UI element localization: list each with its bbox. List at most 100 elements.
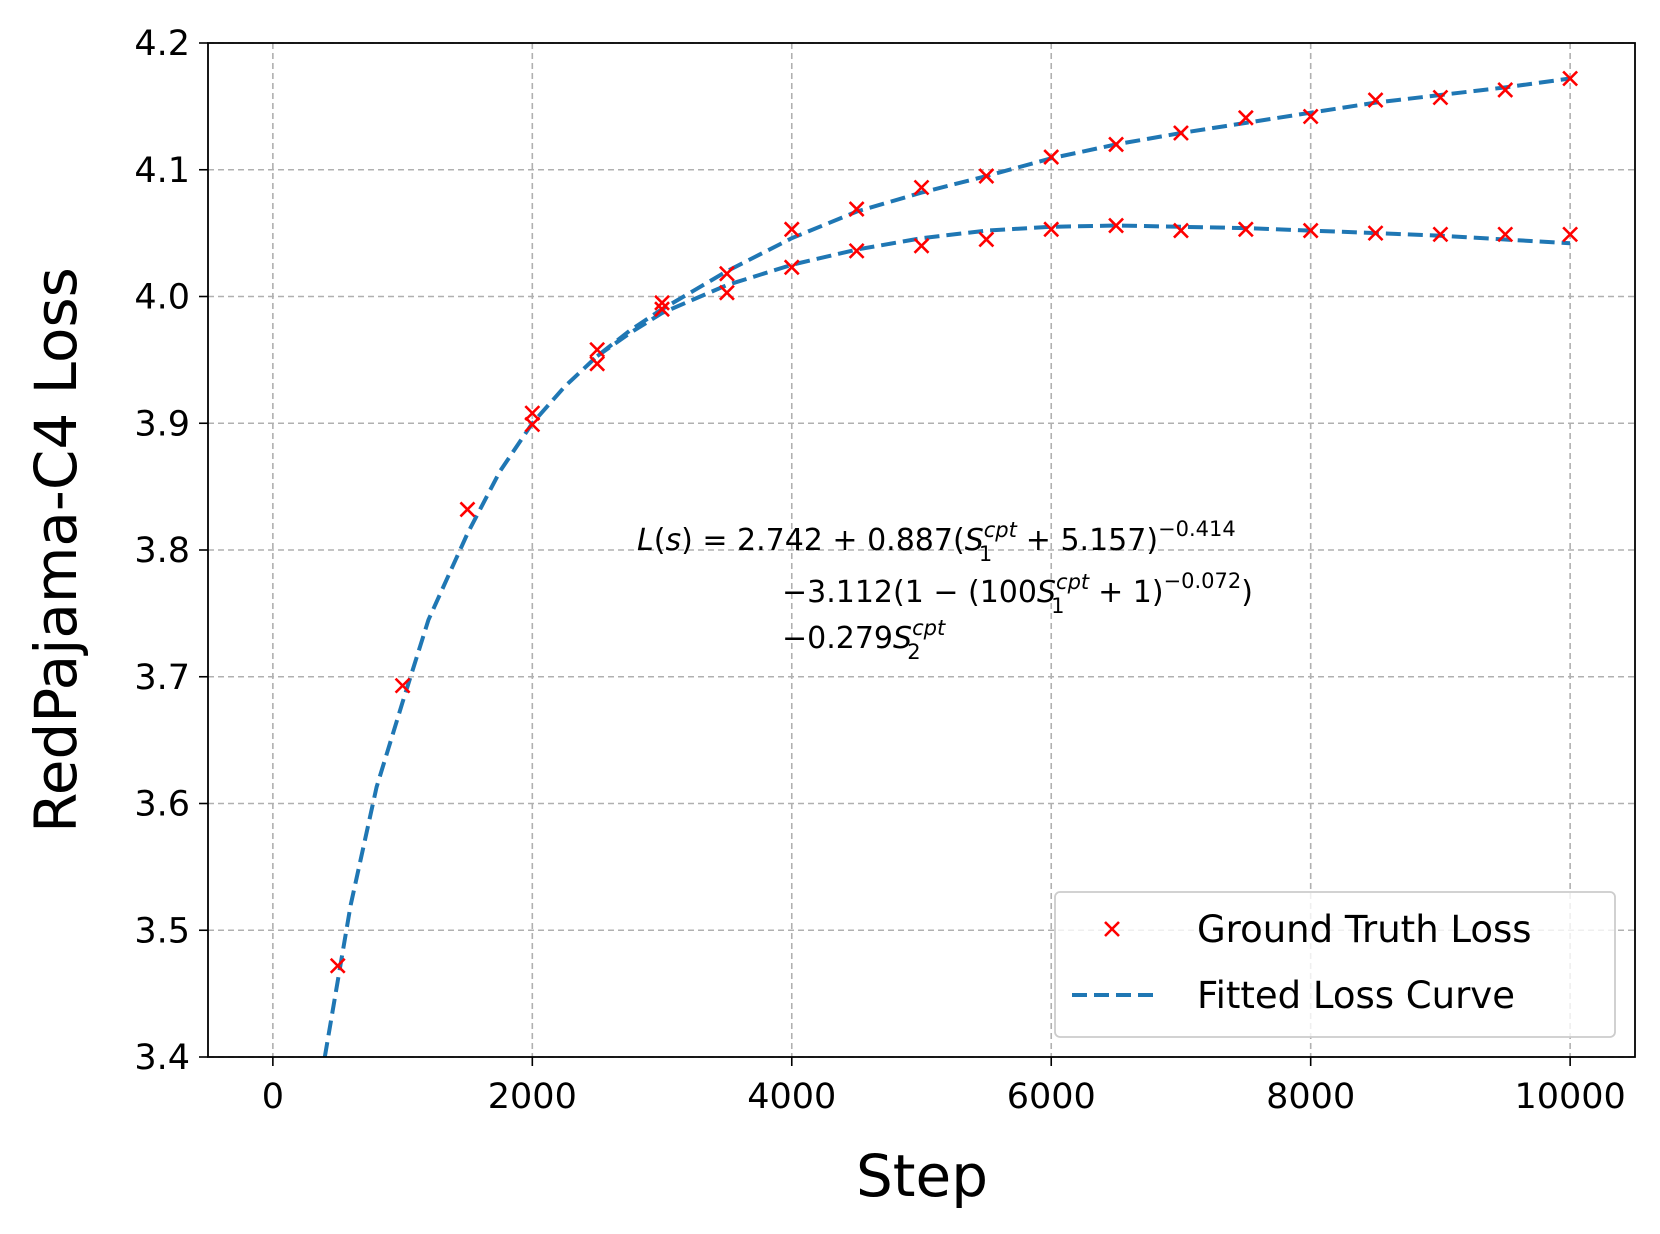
y-tick-label: 3.5 (134, 911, 190, 951)
marker-stroke (1432, 226, 1449, 243)
y-tick-label: 4.2 (134, 24, 190, 64)
ground-truth-marker (1497, 81, 1514, 98)
legend: Ground Truth Loss Fitted Loss Curve (1054, 891, 1616, 1038)
ground-truth-marker (524, 416, 541, 433)
y-axis-title: RedPajama-C4 Loss (22, 267, 90, 833)
ground-truth-marker (1432, 226, 1449, 243)
ground-truth-marker (1562, 226, 1579, 243)
marker-stroke (654, 294, 670, 311)
ground-truth-marker (329, 957, 346, 974)
marker-stroke (783, 259, 800, 276)
ground-truth-marker (1432, 89, 1449, 106)
marker-stroke (783, 221, 800, 238)
formula-line-2: −3.112(1 − (100Scpt 1 + 1)−0.072) (782, 569, 1253, 618)
legend-box (1054, 891, 1616, 1038)
legend-marker-x (1104, 921, 1120, 937)
ground-truth-marker (589, 341, 606, 358)
marker-stroke (1108, 136, 1125, 153)
ground-truth-marker (783, 221, 800, 238)
ground-truth-marker (718, 284, 735, 301)
marker-stroke (913, 179, 930, 196)
marker-stroke (589, 355, 606, 372)
marker-stroke (1043, 221, 1060, 238)
ground-truth-marker (1108, 217, 1125, 234)
marker-stroke (589, 341, 606, 358)
ground-truth-marker (1108, 136, 1125, 153)
marker-stroke (329, 957, 346, 974)
marker-stroke (1173, 125, 1189, 141)
ground-truth-marker (1497, 226, 1514, 243)
marker-stroke (1367, 225, 1384, 242)
formula-line-1: L(s) = 2.742 + 0.887(Scpt 1 + 5.157)−0.41… (637, 517, 1236, 566)
marker-stroke (1108, 217, 1125, 234)
ground-truth-marker (394, 677, 411, 694)
x-tick-label: 6000 (1007, 1077, 1096, 1117)
ground-truth-marker (1367, 92, 1384, 108)
marker-stroke (978, 231, 995, 248)
legend-label-fitted: Fitted Loss Curve (1197, 974, 1515, 1017)
y-tick-label: 4.0 (134, 278, 190, 318)
y-tick-label: 4.1 (134, 151, 190, 191)
ground-truth-marker (654, 294, 670, 311)
marker-stroke (913, 237, 930, 254)
marker-stroke (718, 265, 735, 282)
y-tick-label: 3.8 (134, 531, 190, 571)
marker-stroke (394, 677, 411, 694)
formula-line-3: −0.279Scpt 2 (782, 616, 946, 664)
y-tick-label: 3.9 (134, 404, 190, 444)
marker-stroke (1432, 89, 1449, 106)
marker-stroke (1497, 226, 1514, 243)
axis-ticks: 0 2000 4000 6000 8000 10000 3.4 3.5 3.6 3.7 3.8 3.9… (134, 24, 1625, 1117)
x-tick-label: 0 (262, 1077, 284, 1117)
marker-stroke (1562, 226, 1579, 243)
x-tick-label: 4000 (747, 1077, 836, 1117)
ground-truth-marker (1367, 225, 1384, 242)
marker-stroke (1367, 92, 1384, 108)
marker-stroke (1562, 70, 1579, 87)
x-axis-title: Step (856, 1142, 988, 1210)
marker-stroke (1302, 222, 1319, 239)
ground-truth-marker (1302, 108, 1319, 125)
ground-truth-marker (1237, 221, 1254, 238)
ground-truth-marker (978, 168, 995, 185)
y-tick-label: 3.4 (134, 1038, 190, 1078)
marker-stroke (654, 301, 670, 318)
ground-truth-markers (329, 70, 1579, 974)
ground-truth-marker (718, 265, 735, 282)
x-tick-label: 10000 (1514, 1077, 1625, 1117)
marker-stroke (848, 201, 865, 217)
ground-truth-marker (459, 501, 476, 518)
marker-stroke (718, 284, 735, 301)
marker-stroke (1237, 109, 1254, 126)
ground-truth-marker (848, 242, 865, 259)
marker-stroke (524, 405, 541, 422)
ground-truth-marker (913, 237, 930, 254)
marker-stroke (1302, 108, 1319, 125)
x-tick-label: 8000 (1266, 1077, 1355, 1117)
legend-label-ground-truth: Ground Truth Loss (1197, 908, 1532, 951)
ground-truth-marker (1302, 222, 1319, 239)
ground-truth-marker (913, 179, 930, 196)
ground-truth-marker (1173, 125, 1189, 141)
ground-truth-marker (1043, 149, 1060, 165)
ground-truth-marker (1043, 221, 1060, 238)
marker-stroke (978, 168, 995, 185)
ground-truth-marker (654, 301, 670, 318)
fitted-curve-line (322, 76, 1571, 1058)
marker-stroke (1497, 81, 1514, 98)
ground-truth-marker (589, 355, 606, 372)
ground-truth-marker (978, 231, 995, 248)
ground-truth-marker (1237, 109, 1254, 126)
ground-truth-marker (524, 405, 541, 422)
marker-stroke (1043, 149, 1060, 165)
marker-stroke (1173, 222, 1189, 239)
y-tick-label: 3.7 (134, 658, 190, 698)
marker-stroke (459, 501, 476, 518)
marker-stroke (524, 416, 541, 433)
plot-frame (207, 42, 1636, 1058)
y-tick-label: 3.6 (134, 785, 190, 825)
ground-truth-marker (1562, 70, 1579, 87)
marker-stroke (1237, 221, 1254, 238)
